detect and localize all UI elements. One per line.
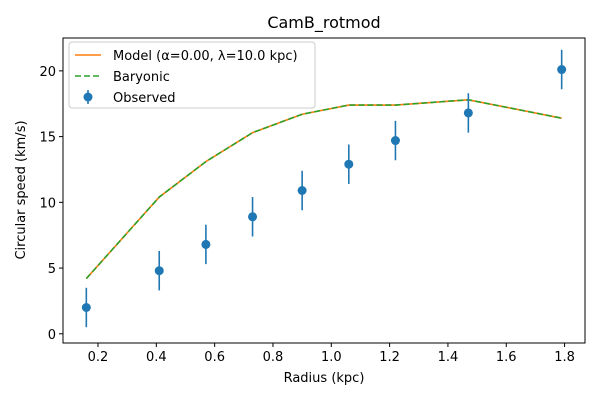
legend-swatch-marker [83,92,93,102]
x-tick-label: 1.4 [438,350,459,365]
x-tick-label: 0.4 [146,350,167,365]
x-tick-label: 0.8 [263,350,284,365]
plot-area [81,49,567,328]
x-tick-label: 1.2 [379,350,400,365]
y-tick-label: 15 [39,131,56,146]
observed-point [297,186,307,195]
observed-point [201,239,211,249]
x-axis-label: Radius (kpc) [284,371,365,386]
x-tick-label: 1.0 [321,350,342,365]
legend-label: Baryonic [113,70,170,85]
observed-point [81,303,91,313]
observed-point [390,136,400,146]
axis-ticks: 0.2 0.4 0.6 0.8 1.0 1.2 1.4 1.6 1.8 0 5 10 15 20 [39,65,574,365]
y-axis-label: Circular speed (km/s) [14,120,29,259]
legend-box [68,41,316,109]
y-tick-label: 20 [39,65,56,80]
observed-point [463,108,473,118]
observed-point [557,65,567,75]
y-tick-label: 0 [48,328,56,343]
legend-label: Model (α=0.00, λ=10.0 kpc) [113,49,298,64]
legend-label: Observed [113,91,176,106]
x-tick-label: 0.6 [204,350,225,365]
legend: Model (α=0.00, λ=10.0 kpc) Baryonic Observ… [68,41,316,109]
y-tick-label: 5 [48,262,56,277]
observed-point [344,159,354,169]
axes-frame [62,37,586,344]
observed-point [248,212,258,222]
x-tick-label: 1.8 [554,350,575,365]
observed-point [154,266,164,276]
baryonic-series-line [85,98,562,280]
x-tick-label: 0.2 [88,350,109,365]
x-tick-label: 1.6 [496,350,517,365]
chart-title: CamB_rotmod [267,13,380,33]
y-tick-label: 10 [39,196,56,211]
